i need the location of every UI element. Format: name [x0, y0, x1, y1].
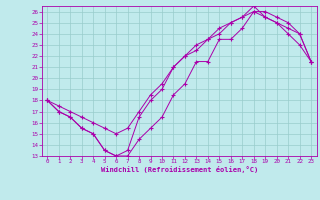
X-axis label: Windchill (Refroidissement éolien,°C): Windchill (Refroidissement éolien,°C) — [100, 166, 258, 173]
